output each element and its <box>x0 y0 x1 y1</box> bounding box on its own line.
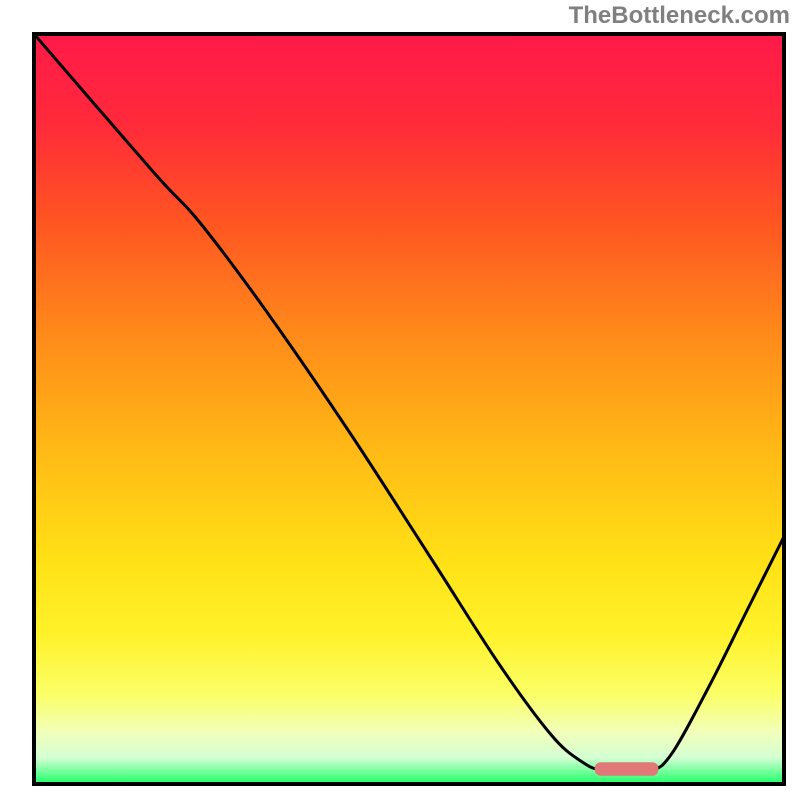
watermark-text: TheBottleneck.com <box>569 2 790 30</box>
optimal-marker <box>595 762 659 776</box>
chart-container: TheBottleneck.com <box>0 0 800 800</box>
gradient-background <box>34 34 784 784</box>
bottleneck-chart <box>0 0 800 800</box>
